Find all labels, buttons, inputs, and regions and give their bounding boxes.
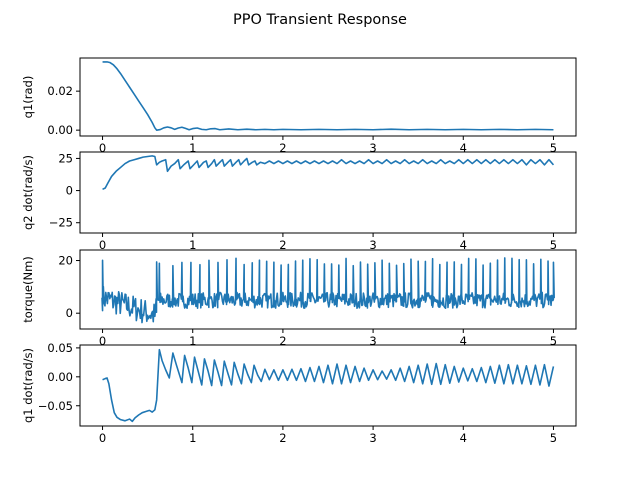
y-tick-label: 0: [66, 184, 73, 198]
y-tick-label: 0.02: [47, 84, 73, 98]
x-tick-label: 5: [550, 334, 557, 348]
y-tick-label: 0.00: [47, 370, 73, 384]
subplot-4: 0 1 2 3 4 5 −0.05 0.00 0.05 q1 dot(rad/s): [21, 341, 577, 445]
series-line: [101, 257, 555, 324]
axes-frame: [79, 344, 577, 427]
x-tick-label: 5: [550, 431, 557, 445]
x-tick-label: 1: [189, 238, 196, 252]
subplot-1: 0 1 2 3 4 5 0.00 0.02 q1(rad): [21, 57, 577, 155]
x-tick-label: 0: [99, 238, 106, 252]
x-tick-label: 4: [460, 334, 467, 348]
subplot-3: 0 1 2 3 4 5 0 20 torque(Nm): [21, 249, 577, 348]
x-tick-label: 2: [279, 431, 286, 445]
y-axis-label: torque(Nm): [21, 256, 35, 323]
x-tick-label: 3: [369, 238, 376, 252]
x-tick-label: 0: [99, 141, 106, 155]
y-tick-label: 0.00: [47, 123, 73, 137]
chart-title: PPO Transient Response: [233, 12, 407, 28]
x-tick-label: 3: [369, 334, 376, 348]
y-axis-label: q2 dot(rad/s): [21, 155, 35, 230]
series-line: [102, 61, 554, 131]
x-tick-label: 1: [189, 334, 196, 348]
y-tick-label: −0.05: [38, 399, 73, 413]
x-tick-label: 5: [550, 141, 557, 155]
subplot-2: 0 1 2 3 4 5 −25 0 25 q2 dot(rad/s): [21, 151, 577, 252]
x-tick-label: 2: [279, 334, 286, 348]
series-line: [102, 155, 555, 191]
y-tick-label: 0: [66, 306, 73, 320]
x-tick-label: 1: [189, 431, 196, 445]
x-tick-label: 0: [99, 334, 106, 348]
x-tick-label: 4: [460, 141, 467, 155]
x-tick-label: 2: [279, 141, 286, 155]
y-axis-label: q1 dot(rad/s): [21, 348, 35, 423]
y-tick-label: −25: [49, 216, 73, 230]
y-tick-label: 25: [58, 151, 73, 165]
series-line: [102, 348, 555, 423]
y-axis-label: q1(rad): [21, 76, 35, 119]
y-tick-label: 0.05: [47, 341, 73, 355]
axes-frame: [79, 151, 577, 234]
x-tick-label: 4: [460, 238, 467, 252]
x-tick-label: 4: [460, 431, 467, 445]
x-tick-label: 0: [99, 431, 106, 445]
y-tick-label: 20: [58, 254, 73, 268]
x-tick-label: 1: [189, 141, 196, 155]
x-tick-label: 3: [369, 141, 376, 155]
axes-frame: [79, 249, 577, 330]
x-tick-label: 5: [550, 238, 557, 252]
x-tick-label: 3: [369, 431, 376, 445]
x-tick-label: 2: [279, 238, 286, 252]
axes-frame: [79, 57, 577, 137]
